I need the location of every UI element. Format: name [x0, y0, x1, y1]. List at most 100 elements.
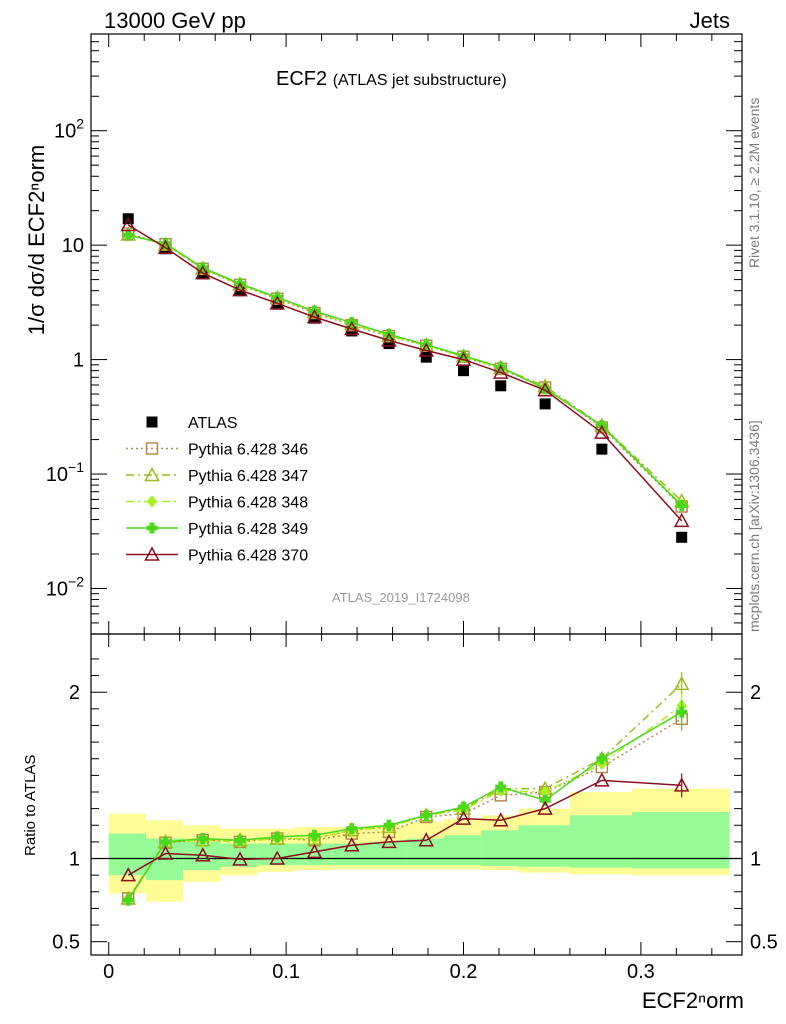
legend-marker	[144, 546, 160, 561]
main-series-line	[127, 224, 683, 522]
band-inner-11	[518, 825, 570, 867]
ratio-series-point	[537, 800, 553, 815]
ratio-series-point-v	[599, 753, 605, 765]
ratio-series-point	[381, 833, 397, 849]
ratio-uncertainty-bands	[91, 788, 742, 902]
legend-entry: ATLAS	[146, 415, 238, 432]
main-frame	[90, 33, 743, 635]
main-series-point	[418, 342, 435, 357]
ratio-series-4	[120, 772, 690, 882]
main-series-point-v	[163, 238, 168, 250]
main-series-point	[306, 309, 323, 324]
main-series-point	[594, 424, 610, 439]
ratio-series-point-v	[386, 819, 392, 831]
ratio-frame	[90, 633, 743, 956]
main-series-point	[455, 351, 472, 366]
ratio-series-point-v	[679, 706, 685, 718]
ratio-series-line	[127, 704, 683, 901]
band-inner-6	[332, 843, 370, 866]
x-tick-label: 0.1	[272, 961, 300, 983]
band-inner-10	[481, 830, 519, 867]
legend-label: Pythia 6.428 349	[188, 521, 308, 538]
legend-marker	[145, 442, 159, 455]
y-tick-label: 10−2	[46, 573, 84, 600]
legend-entry: Pythia 6.428 348	[126, 495, 308, 512]
band-inner-7	[369, 841, 407, 866]
main-series-point	[232, 281, 248, 297]
ratio-y-tick-label-right: 2	[750, 682, 761, 704]
ratio-series-point	[194, 847, 211, 862]
band-inner-8	[406, 838, 444, 866]
ratio-series-point-v	[163, 836, 168, 848]
ratio-series-point-v	[423, 809, 429, 821]
ratio-series-point	[455, 810, 472, 825]
legend-entry: Pythia 6.428 349	[126, 521, 308, 538]
plot-title: ECF2 (ATLAS jet substructure)	[276, 68, 507, 91]
main-series-line	[128, 232, 683, 508]
legend-label: Pythia 6.428 347	[188, 468, 308, 485]
ratio-y-tick-label: 2	[69, 682, 80, 704]
ratio-series-point	[120, 867, 137, 882]
ratio-series-point	[418, 832, 435, 847]
ratio-series-point	[492, 812, 509, 827]
main-series-point-v	[125, 229, 131, 241]
band-inner-5	[294, 843, 333, 866]
main-series-5	[120, 216, 690, 528]
main-y-axis-label: 1/σ dσ/d ECF2ⁿorm	[24, 145, 49, 335]
plot-title-sub: (ATLAS jet substructure)	[332, 72, 507, 89]
ratio-y-tick-label-right: 0.5	[750, 932, 778, 954]
legend-marker	[144, 466, 160, 482]
band-inner-12	[569, 815, 633, 868]
ratio-series-point	[157, 845, 174, 860]
atlas-point	[458, 365, 470, 377]
main-series-point	[194, 265, 211, 280]
ratio-series-point	[673, 675, 690, 691]
ratio-series-point-v	[498, 781, 504, 793]
ratio-series-point	[306, 843, 323, 859]
legend-label: Pythia 6.428 346	[188, 442, 308, 459]
legend-marker-v	[149, 522, 155, 534]
ratio-y-tick-label-right: 1	[750, 849, 761, 871]
x-tick-label: 0.2	[450, 961, 478, 983]
legend-entry: Pythia 6.428 370	[126, 546, 308, 565]
ratio-series-point-v	[461, 801, 466, 813]
ratio-series-point-v	[274, 831, 280, 843]
x-tick-label: 0.3	[627, 961, 655, 983]
legend-label: Pythia 6.428 348	[188, 495, 308, 512]
main-series-point-v	[461, 350, 466, 362]
ratio-series-line	[127, 711, 683, 901]
ratio-series-point-v	[237, 834, 243, 846]
y-tick-label: 102	[54, 116, 84, 143]
main-series-line	[128, 234, 683, 507]
ratio-series-point-v	[312, 829, 317, 841]
ratio-series-point	[594, 772, 610, 787]
legend-entry: Pythia 6.428 347	[126, 466, 308, 485]
atlas-point	[420, 351, 432, 363]
analysis-reference: ATLAS_2019_I1724098	[332, 590, 470, 605]
plot-title-main: ECF2	[276, 68, 328, 90]
main-series-point	[157, 239, 174, 254]
band-inner-9	[443, 835, 482, 866]
main-series-line	[128, 234, 683, 506]
x-tick-label: 0	[103, 961, 114, 983]
main-series-point	[673, 512, 690, 528]
atlas-point	[596, 443, 608, 455]
ratio-series-point-v	[542, 794, 548, 806]
atlas-point	[539, 398, 551, 410]
ratio-series-line	[127, 779, 682, 876]
ratio-y-tick-label: 1	[69, 849, 80, 871]
ratio-series-3	[122, 700, 688, 906]
band-inner-13	[632, 811, 730, 869]
main-series-point	[120, 216, 137, 232]
legend-label: Pythia 6.428 370	[188, 548, 308, 565]
header-observable-group: Jets	[689, 8, 730, 33]
ratio-series-point	[269, 850, 286, 865]
main-series-point	[537, 382, 553, 397]
ratio-series-point	[343, 837, 360, 852]
ratio-y-tick-label: 0.5	[52, 932, 80, 954]
legend-entry: Pythia 6.428 346	[126, 442, 308, 459]
legend: ATLAS Pythia 6.428 346 Pythia 6.428 347 Pyt…	[126, 415, 308, 565]
ratio-series-point	[673, 777, 690, 792]
y-tick-label: 1	[73, 350, 84, 372]
chart-series	[120, 213, 690, 907]
